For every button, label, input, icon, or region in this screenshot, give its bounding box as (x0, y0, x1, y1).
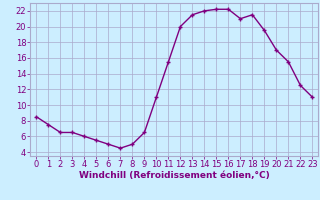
X-axis label: Windchill (Refroidissement éolien,°C): Windchill (Refroidissement éolien,°C) (79, 171, 270, 180)
